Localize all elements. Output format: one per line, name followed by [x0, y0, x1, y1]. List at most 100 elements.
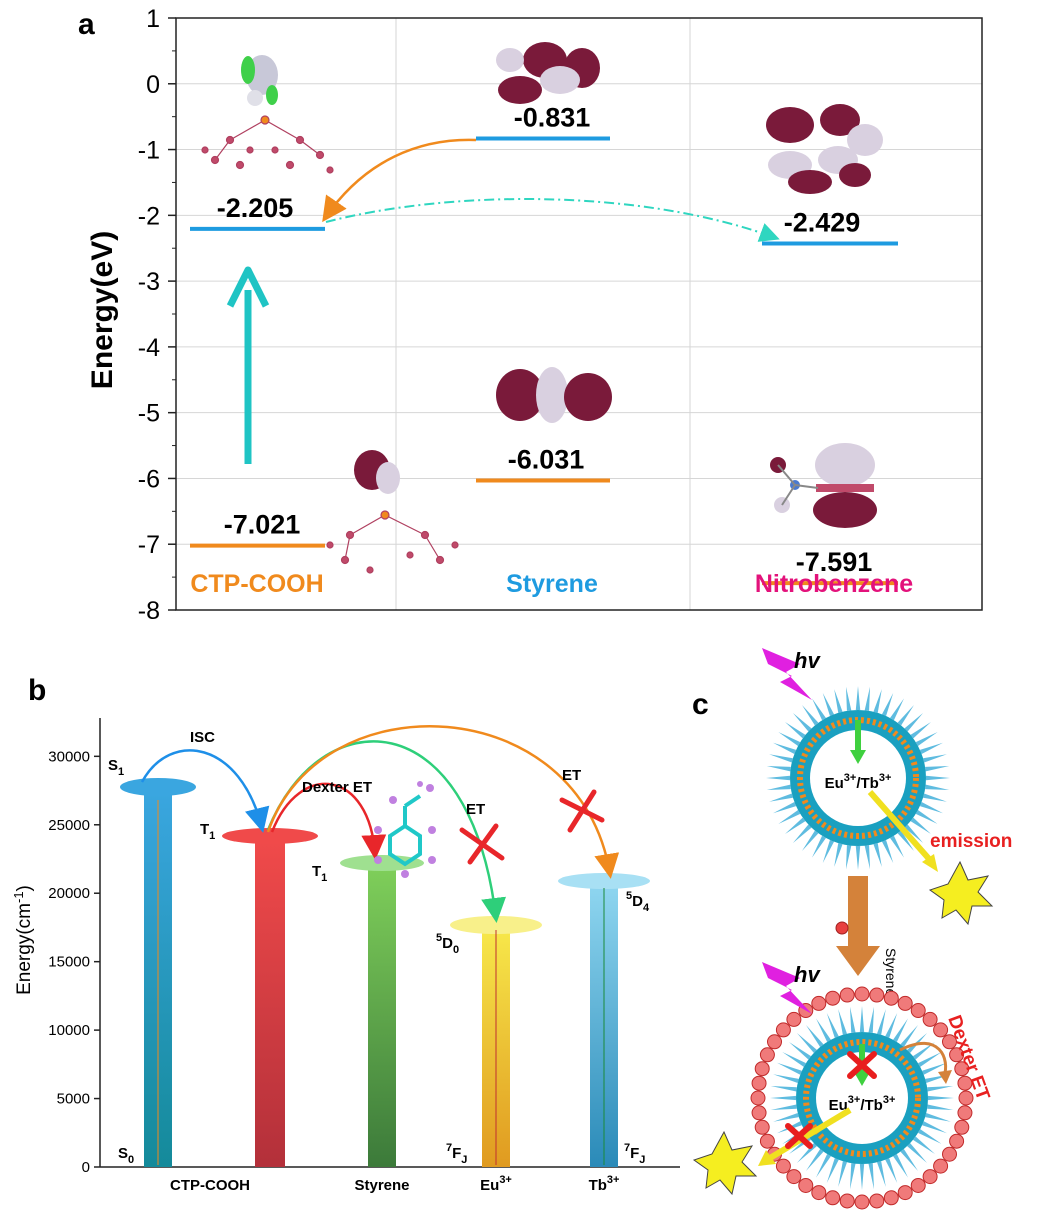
surfactant-tail: [915, 810, 938, 824]
surfactant-tail: [845, 686, 852, 711]
surfactant-tail: [855, 686, 861, 711]
ctp-t1-label: T1: [200, 821, 215, 842]
surfactant-tail: [826, 1158, 839, 1183]
blocked-cross-icon: [785, 1123, 813, 1149]
styrene-bead: [957, 1105, 973, 1121]
styrene-bead: [910, 1003, 926, 1019]
ctp-to-nitrobenzene-arrow: [325, 198, 780, 242]
surfactant-tail: [778, 810, 801, 824]
styrene-bead: [750, 1090, 766, 1106]
panel-b: b 30000 25000 20000 15000 10000 5000 0 Energy(…: [11, 674, 680, 1194]
quenched-emission-arrow: [768, 1107, 852, 1161]
surfactant-tail: [812, 698, 826, 721]
styrene-bead: [798, 1177, 814, 1193]
styrene-bead: [759, 1047, 775, 1063]
y-tick-label: 5000: [57, 1091, 90, 1108]
surfactant-tail: [925, 775, 950, 781]
surfactant-tail: [890, 698, 904, 721]
surfactant-tail: [785, 817, 806, 835]
surfactant-tail: [881, 693, 894, 717]
dexter-et-arrow: [270, 782, 387, 860]
styrene-bead: [954, 1061, 970, 1077]
molecule-label-sty: Styrene: [506, 570, 598, 598]
weak-emission-burst-icon: [692, 1130, 758, 1196]
surfactant-tail: [773, 1112, 799, 1122]
surfactant-tail: [922, 1062, 947, 1075]
surfactant-tail: [773, 1074, 799, 1084]
panel-a: a 1 0 -1 -2 -3 -4 -5 -6 -7 -8 Energy(eV) -2.205 -0…: [78, 5, 983, 625]
surfactant-tail: [845, 845, 852, 870]
styrene-bead: [754, 1061, 770, 1077]
hv-label-bottom: hv: [794, 962, 821, 987]
y-tick-label: -4: [138, 334, 160, 362]
styrene-homo-orbital: [496, 367, 612, 423]
x-label-styrene: Styrene: [354, 1177, 409, 1194]
surfactant-tail: [769, 793, 793, 802]
surfactant-tail: [822, 839, 835, 863]
surfactant-tail: [900, 1025, 919, 1047]
styrene-bead: [949, 1133, 965, 1149]
styrene-bead: [922, 1011, 938, 1027]
surfactant-tail: [789, 1041, 811, 1060]
dexter-et-arrowhead: [938, 1070, 952, 1084]
surfactant-tail: [873, 689, 882, 713]
tb-5d4-label: 5D4: [626, 890, 650, 914]
y-tick-label: 0: [146, 71, 160, 99]
homo-value-label: -7.021: [224, 510, 301, 540]
surfactant-tail: [849, 1006, 856, 1033]
excitation-arrow-head: [226, 266, 270, 308]
energy-transfer-arrowhead: [850, 750, 866, 764]
styrene-bead: [883, 1190, 899, 1206]
s0-label: S0: [118, 1145, 134, 1166]
surfactant-tail: [778, 732, 801, 746]
s1-label: S1: [108, 757, 124, 778]
x-label-ctp: CTP-COOH: [170, 1177, 250, 1194]
surfactant-tail: [919, 801, 943, 814]
styrene-bead: [922, 1169, 938, 1185]
surfactant-tail: [904, 824, 924, 844]
homo-value-label: -7.591: [796, 547, 873, 577]
y-tick-label: -5: [138, 400, 160, 428]
surfactant-tail: [834, 689, 843, 713]
styrene-bead: [941, 1146, 957, 1162]
styrene-bead: [775, 1022, 791, 1038]
tb-7fj-label: 7FJ: [624, 1142, 645, 1166]
styrene-bead: [949, 1047, 965, 1063]
surfactant-tail: [873, 843, 882, 867]
surfactant-tail: [773, 742, 797, 755]
surfactant-tail: [876, 1161, 886, 1187]
lumo-value-label: -0.831: [514, 102, 591, 132]
styrene-bead: [869, 1193, 885, 1209]
surfactant-tail: [904, 712, 924, 732]
tb-5d4-level: [558, 873, 650, 889]
surfactant-tail: [876, 1009, 886, 1035]
micelle-bottom-center: [816, 1052, 908, 1144]
y-tick-label: 30000: [48, 748, 90, 765]
surfactant-tail: [922, 1121, 947, 1134]
emission-arrow: [867, 790, 933, 862]
surfactant-tail: [927, 1095, 954, 1101]
surfactant-tail: [885, 1013, 898, 1038]
styrene-bead: [839, 1193, 855, 1209]
surfactant-tail: [923, 793, 947, 802]
x-label-tb: Tb3+: [589, 1174, 620, 1194]
styrene-molecule-icon: [374, 781, 436, 878]
lightning-icon: [762, 648, 812, 700]
surfactant-tail: [900, 1149, 919, 1171]
emission-label: emission: [930, 831, 1012, 852]
styrene-bead: [775, 1158, 791, 1174]
blocked-cross-icon: [847, 1051, 877, 1079]
nitrobenzene-lumo-orbital: [766, 104, 883, 194]
styrene-bead: [869, 987, 885, 1003]
surfactant-tail: [897, 705, 915, 726]
y-tick-label: 10000: [48, 1022, 90, 1039]
styrene-bead: [910, 1177, 926, 1193]
surfactant-tail: [927, 1085, 954, 1092]
styrene-bead: [897, 1185, 913, 1201]
surfactant-tail: [801, 830, 819, 851]
styrene-bead: [958, 1090, 974, 1106]
y-tick-label: 25000: [48, 817, 90, 834]
surfactant-tail: [893, 1154, 908, 1178]
surfactant-tail: [792, 712, 812, 732]
